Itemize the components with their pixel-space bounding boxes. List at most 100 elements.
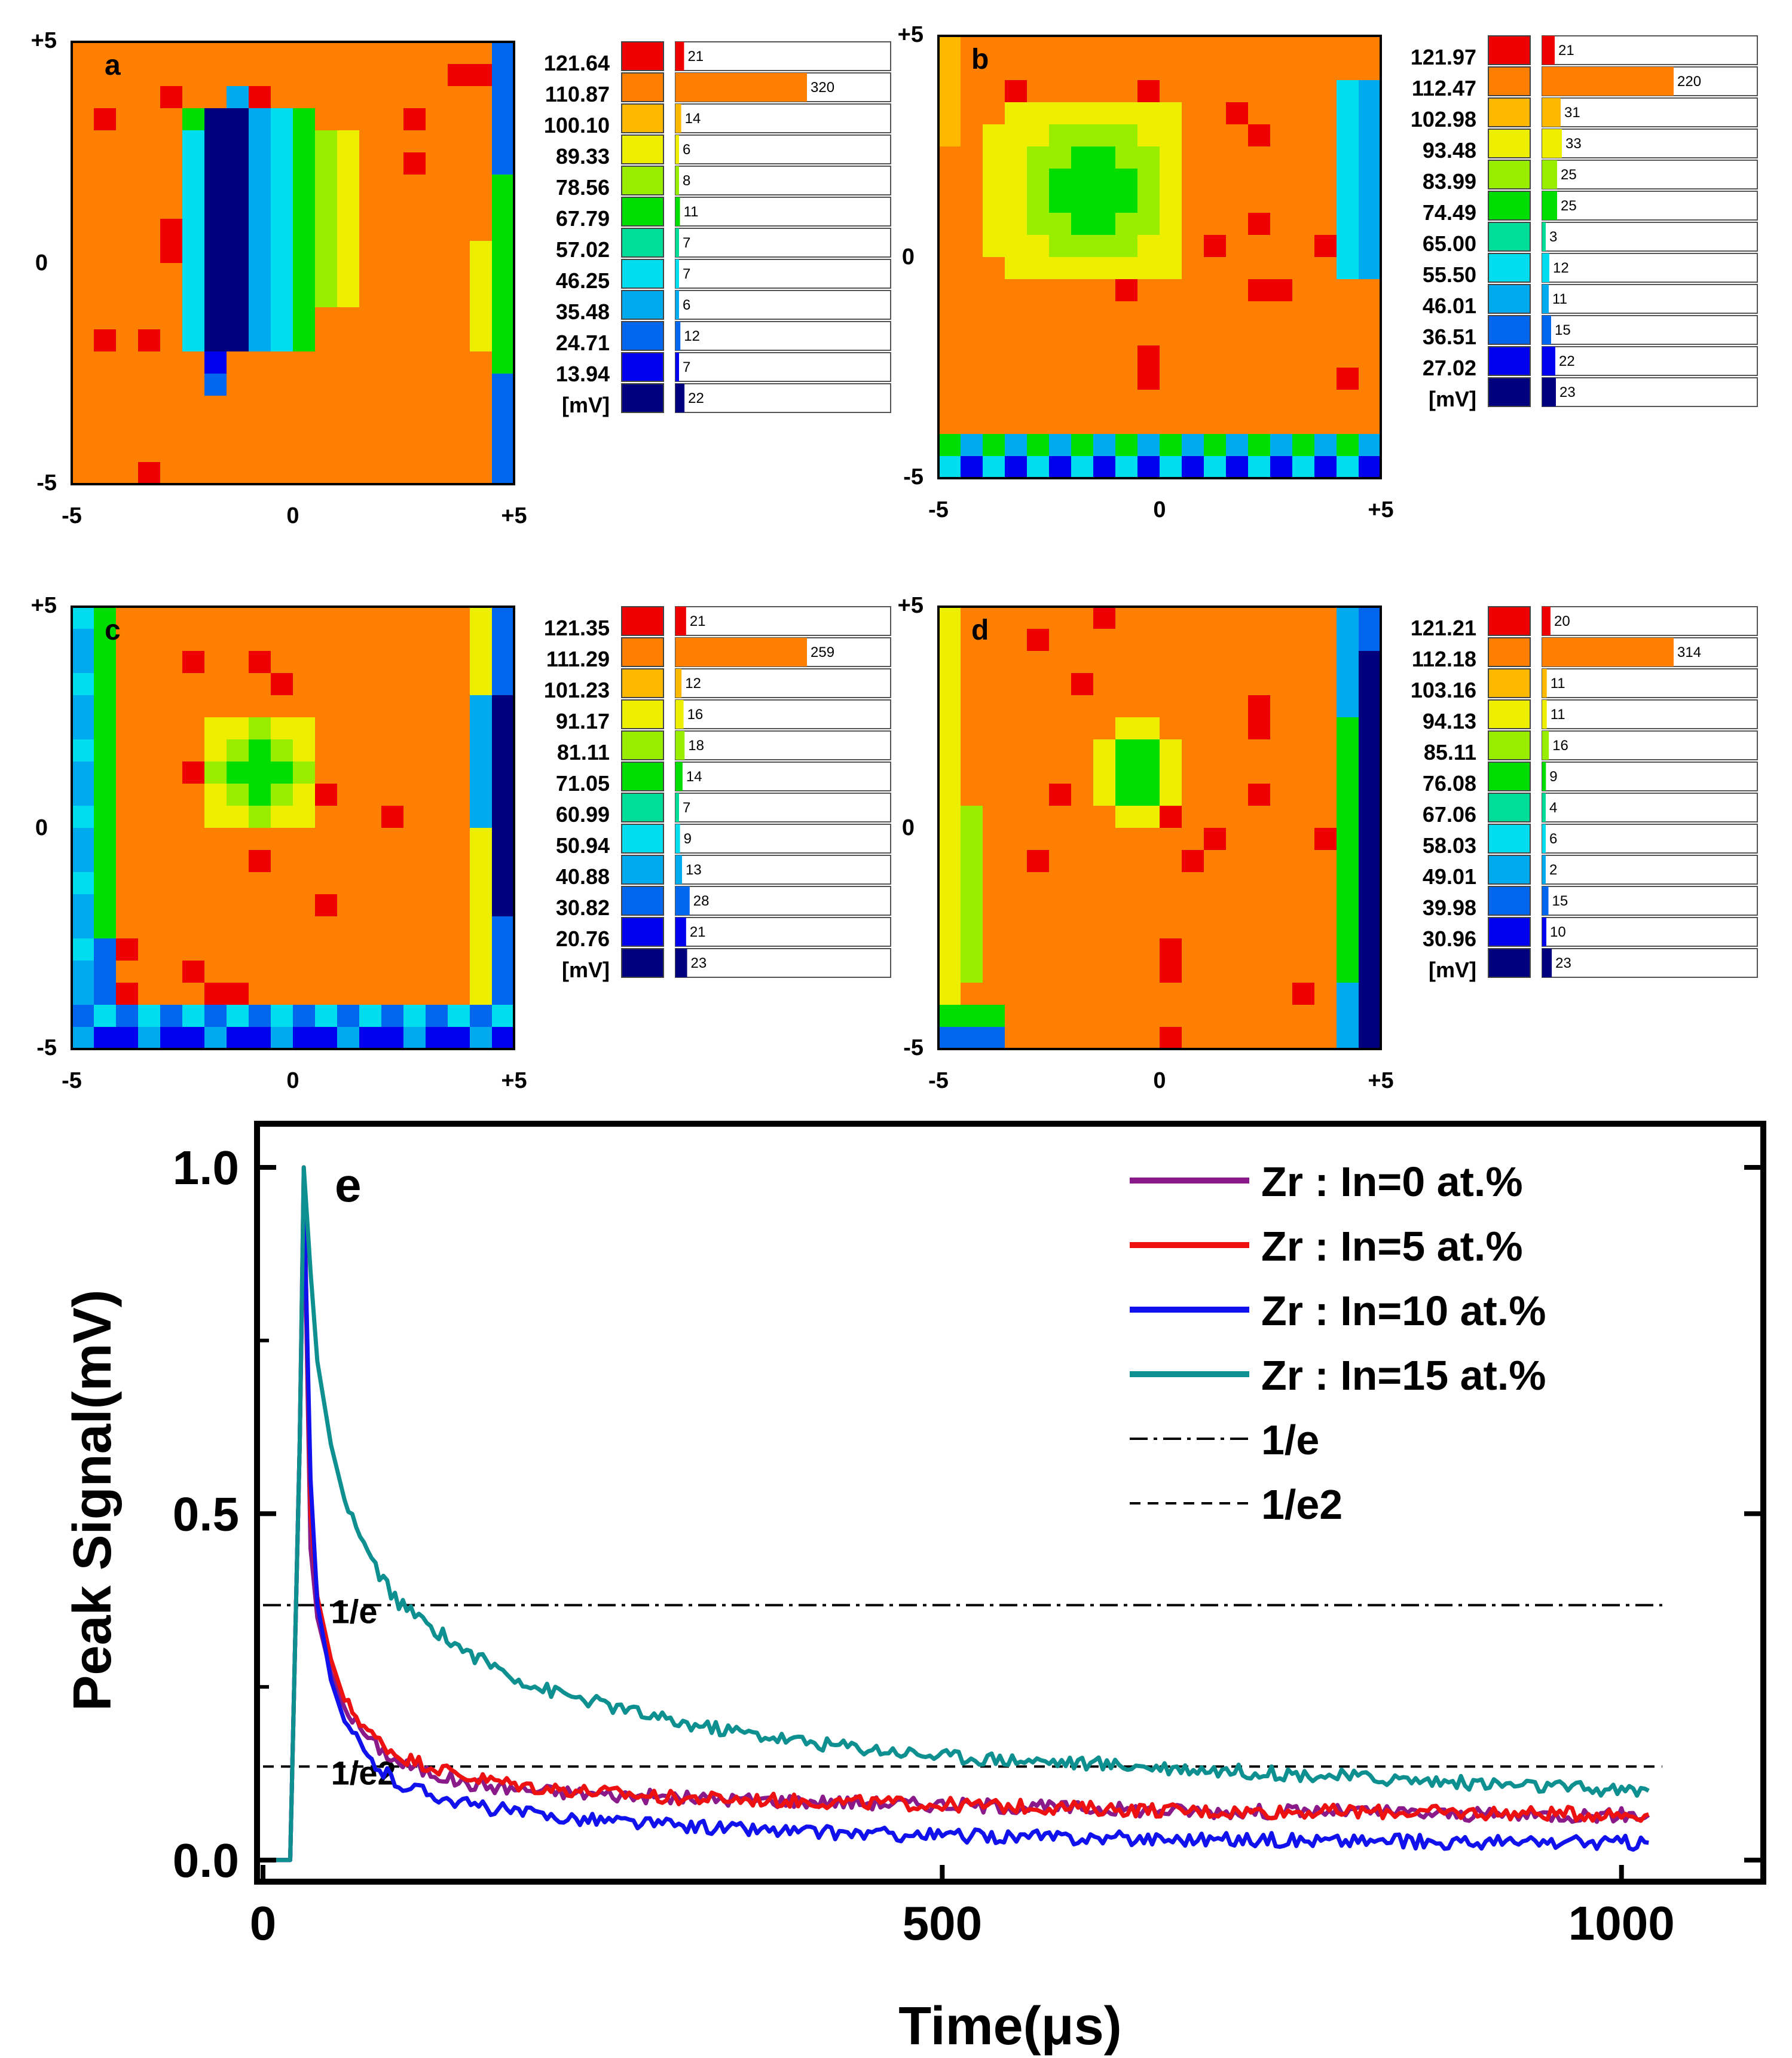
- legend-swatch: [621, 917, 664, 947]
- heatmap-cell: [1292, 872, 1315, 895]
- heatmap-cell: [116, 762, 139, 784]
- heatmap-cell: [94, 629, 117, 652]
- heatmap-cell: [271, 64, 293, 87]
- heatmap-cell: [1115, 323, 1138, 346]
- histogram-bar: [1542, 886, 1549, 915]
- heatmap-cell: [1005, 390, 1028, 412]
- heatmap-cell: [94, 418, 117, 441]
- heatmap-cell: [983, 412, 1005, 435]
- heatmap-cell: [94, 695, 117, 718]
- heatmap-cell: [1093, 80, 1116, 103]
- heatmap-cell: [72, 695, 94, 718]
- heatmap-cell: [470, 695, 493, 718]
- heatmap-cell: [1292, 894, 1315, 917]
- heatmap-cell: [227, 1005, 249, 1028]
- legend-threshold: 39.98: [1423, 895, 1476, 920]
- heatmap-cell: [116, 241, 139, 264]
- heatmap-cell: [249, 108, 271, 131]
- heatmap-cell: [1137, 279, 1160, 302]
- heatmap-cell: [1248, 872, 1271, 895]
- heatmap-cell: [1137, 257, 1160, 280]
- heatmap-cell: [204, 263, 227, 286]
- heatmap-cell: [1160, 695, 1182, 718]
- heatmap-cell: [293, 396, 316, 418]
- heatmap-cell: [1027, 213, 1050, 236]
- heatmap-cell: [448, 1005, 470, 1028]
- heatmap-cell: [1248, 739, 1271, 762]
- legend-threshold: 30.82: [556, 895, 610, 920]
- heatmap-cell: [116, 307, 139, 330]
- histogram-count: 2: [1549, 862, 1557, 878]
- heatmap-cell: [381, 938, 404, 961]
- heatmap-cell: [1182, 872, 1204, 895]
- heatmap-cell: [938, 607, 961, 629]
- heatmap-cell: [337, 64, 360, 87]
- x-tick-label: 0: [250, 1897, 277, 1950]
- histogram-count: 16: [1552, 738, 1568, 754]
- heatmap-cell: [1049, 235, 1072, 258]
- heatmap-cell: [1248, 806, 1271, 828]
- histogram-bar: [675, 384, 685, 412]
- heatmap-cell: [1137, 58, 1160, 81]
- heatmap-cell: [961, 456, 983, 479]
- heatmap-cell: [426, 64, 448, 87]
- heatmap-cell: [448, 374, 470, 396]
- heatmap-cell: [938, 102, 961, 125]
- heatmap-cell: [1359, 368, 1381, 390]
- heatmap-cell: [138, 739, 161, 762]
- heatmap-cell: [492, 108, 515, 131]
- histogram-row: [1542, 315, 1758, 345]
- heatmap-cell: [983, 673, 1005, 696]
- heatmap-cell: [1027, 345, 1050, 368]
- heatmap-cell: [315, 916, 338, 939]
- heatmap-cell: [293, 86, 316, 109]
- heatmap-cell: [938, 961, 961, 983]
- heatmap-cell: [448, 175, 470, 197]
- heatmap-cell: [160, 219, 183, 241]
- histogram-bar: [1542, 347, 1555, 375]
- heatmap-cell: [1248, 257, 1271, 280]
- heatmap-cell: [72, 872, 94, 895]
- heatmap-cell: [1204, 894, 1227, 917]
- heatmap-cell: [1359, 213, 1381, 236]
- heatmap-cell: [160, 894, 183, 917]
- heatmap-cell: [337, 784, 360, 806]
- heatmap-cell: [271, 307, 293, 330]
- heatmap-cell: [160, 197, 183, 219]
- heatmap-cell: [1071, 80, 1094, 103]
- heatmap-cell: [72, 894, 94, 917]
- heatmap-cell: [938, 651, 961, 674]
- heatmap-cell: [182, 351, 205, 374]
- heatmap-cell: [160, 351, 183, 374]
- heatmap-cell: [470, 64, 493, 87]
- heatmap-cell: [337, 285, 360, 308]
- y-tick-label: 0: [35, 250, 48, 276]
- heatmap-cell: [403, 828, 426, 851]
- heatmap-cell: [293, 983, 316, 1005]
- histogram-bar: [1542, 793, 1546, 822]
- heatmap-cell: [1182, 961, 1204, 983]
- heatmap-cell: [1314, 916, 1337, 939]
- heatmap-cell: [1182, 983, 1204, 1005]
- heatmap-cell: [470, 717, 493, 740]
- heatmap-cell: [938, 938, 961, 961]
- heatmap-cell: [1093, 58, 1116, 81]
- heatmap-cell: [182, 784, 205, 806]
- legend-swatch: [1488, 699, 1531, 729]
- heatmap-cell: [293, 130, 316, 153]
- heatmap-cell: [1359, 345, 1381, 368]
- heatmap-cell: [381, 197, 404, 219]
- heatmap-cell: [204, 285, 227, 308]
- heatmap-cell: [1027, 169, 1050, 191]
- heatmap-cell: [1005, 456, 1028, 479]
- y-tick-label: 0: [35, 815, 48, 840]
- legend-threshold: 20.76: [556, 926, 610, 951]
- heatmap-cell: [1160, 213, 1182, 236]
- legend-threshold: 35.48: [556, 299, 610, 324]
- heatmap-cell: [1182, 762, 1204, 784]
- heatmap-cell: [938, 58, 961, 81]
- heatmap-cell: [337, 739, 360, 762]
- heatmap-cell: [1160, 412, 1182, 435]
- heatmap-cell: [227, 629, 249, 652]
- heatmap-cell: [938, 695, 961, 718]
